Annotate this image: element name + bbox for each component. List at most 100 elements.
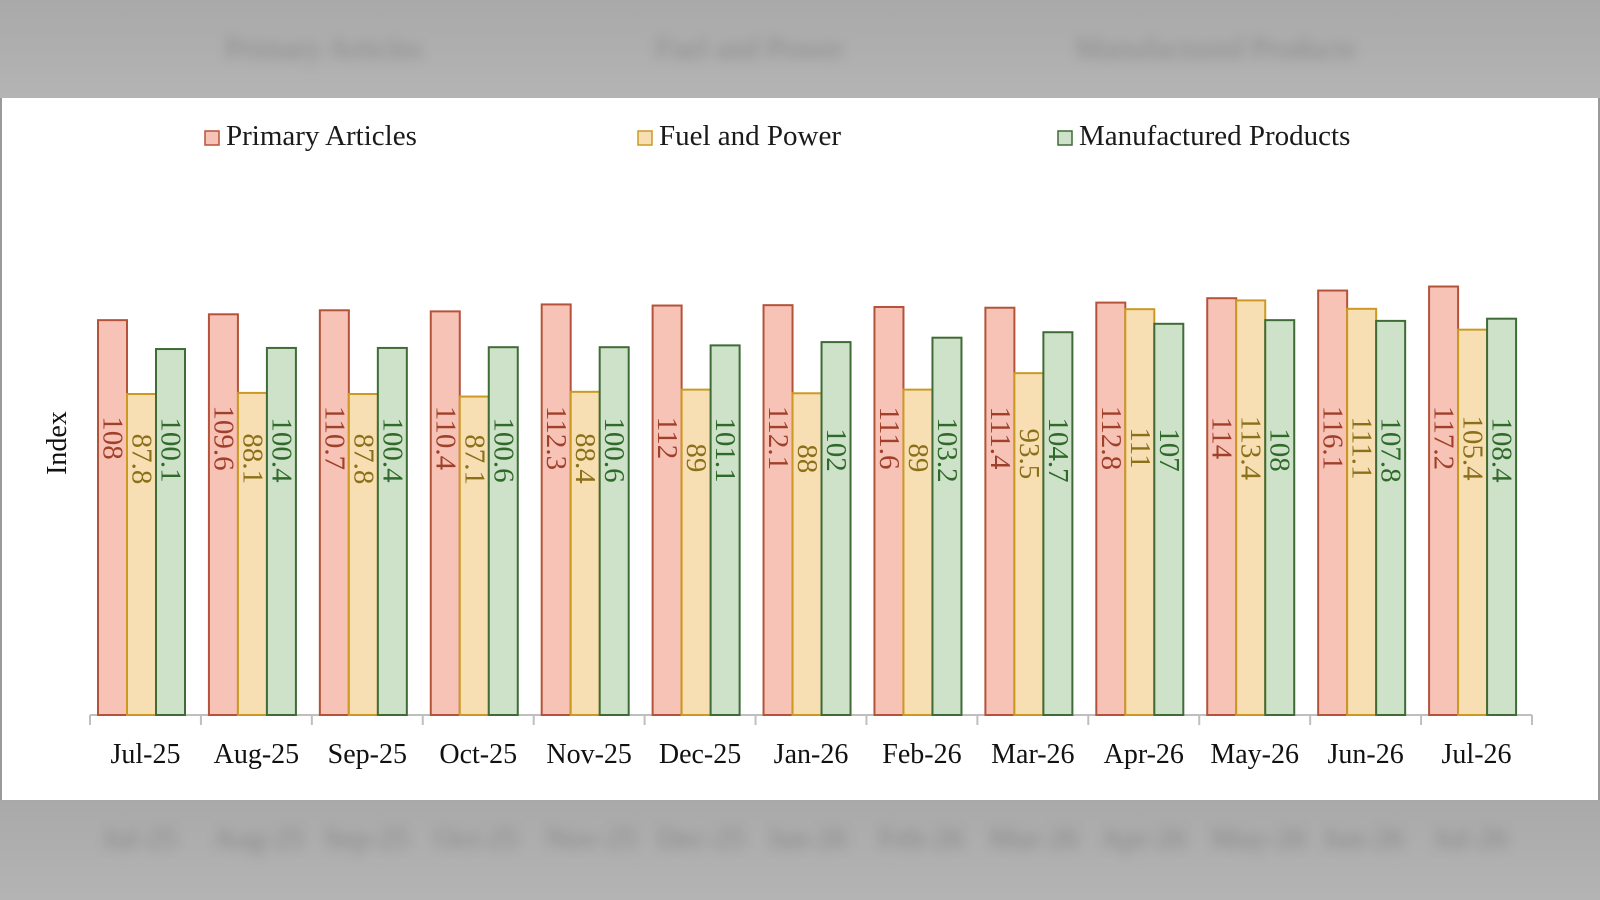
bar-manufactured-products-jul-26 bbox=[1486, 317, 1518, 716]
bar-fuel-and-power-jul-25 bbox=[126, 393, 157, 716]
data-label-manufactured-products-dec-25: 101.1 bbox=[709, 417, 741, 482]
x-tick-label: Feb-26 bbox=[882, 739, 961, 770]
bar-manufactured-products-dec-25 bbox=[709, 344, 741, 717]
data-label-fuel-and-power-apr-26: 111 bbox=[1124, 427, 1156, 468]
x-tick-label: Dec-25 bbox=[659, 739, 741, 770]
legend-swatch-primary-articles bbox=[204, 130, 220, 146]
bar-fuel-and-power-mar-26 bbox=[1013, 372, 1045, 716]
data-label-manufactured-products-may-26: 108 bbox=[1264, 428, 1296, 472]
bar-primary-articles-sep-25 bbox=[318, 309, 350, 717]
bar-manufactured-products-aug-25 bbox=[265, 346, 297, 717]
bar-primary-articles-jul-25 bbox=[97, 319, 128, 716]
bar-fuel-and-power-feb-26 bbox=[902, 388, 934, 716]
data-label-primary-articles-jul-25: 108 bbox=[97, 416, 129, 460]
bar-fuel-and-power-apr-26 bbox=[1124, 308, 1156, 717]
ghost-legend-label: Fuel and Power bbox=[655, 32, 844, 65]
data-label-primary-articles-oct-25: 110.4 bbox=[429, 406, 461, 471]
bar-fuel-and-power-nov-25 bbox=[569, 390, 601, 716]
data-label-fuel-and-power-jun-26: 111.1 bbox=[1346, 416, 1378, 479]
ghost-x-tick-label: Mar-26 bbox=[989, 822, 1079, 855]
data-label-manufactured-products-nov-25: 100.6 bbox=[598, 417, 630, 482]
bar-manufactured-products-sep-25 bbox=[376, 346, 408, 717]
bar-fuel-and-power-may-26 bbox=[1235, 299, 1267, 716]
ghost-x-tick-label: May-26 bbox=[1211, 822, 1307, 855]
data-label-primary-articles-nov-25: 112.3 bbox=[540, 406, 572, 470]
bar-chart: 10887.8100.1Jul-25109.688.1100.4Aug-2511… bbox=[42, 120, 1533, 770]
bar-primary-articles-oct-25 bbox=[429, 310, 461, 716]
ghost-x-tick-label: Oct-25 bbox=[434, 822, 519, 855]
ghost-x-tick-label: Aug-25 bbox=[212, 822, 305, 855]
data-label-fuel-and-power-jan-26: 88 bbox=[791, 444, 823, 473]
ghost-x-tick-label: Nov-25 bbox=[545, 822, 638, 855]
ghost-legend-label: Primary Articles bbox=[225, 32, 423, 65]
ghost-x-tick-label: Sep-25 bbox=[323, 822, 409, 855]
data-label-manufactured-products-jun-26: 107.8 bbox=[1375, 417, 1407, 482]
data-label-primary-articles-sep-25: 110.7 bbox=[318, 406, 350, 470]
bar-primary-articles-dec-25 bbox=[651, 304, 683, 716]
ghost-x-tick-label: Feb-26 bbox=[878, 822, 964, 855]
data-label-manufactured-products-jan-26: 102 bbox=[820, 428, 852, 472]
data-label-primary-articles-dec-25: 112 bbox=[651, 417, 683, 459]
ghost-x-tick-label: Jan-26 bbox=[767, 822, 848, 855]
ghost-x-tick-label: Apr-26 bbox=[1100, 822, 1187, 855]
legend-swatch-fuel-and-power bbox=[637, 130, 653, 146]
bar-primary-articles-nov-25 bbox=[540, 303, 572, 716]
data-label-fuel-and-power-feb-26: 89 bbox=[902, 443, 934, 472]
data-label-primary-articles-mar-26: 111.4 bbox=[984, 406, 1016, 470]
data-label-fuel-and-power-jul-25: 87.8 bbox=[126, 434, 158, 485]
data-label-fuel-and-power-nov-25: 88.4 bbox=[569, 433, 601, 484]
data-label-primary-articles-aug-25: 109.6 bbox=[207, 405, 239, 470]
bar-manufactured-products-nov-25 bbox=[598, 346, 630, 717]
x-tick-label: Aug-25 bbox=[214, 739, 300, 770]
ghost-x-tick-label: Jul-26 bbox=[1433, 822, 1509, 855]
bar-manufactured-products-oct-25 bbox=[487, 346, 519, 717]
data-label-fuel-and-power-may-26: 113.4 bbox=[1235, 416, 1267, 481]
data-label-manufactured-products-jul-25: 100.1 bbox=[155, 417, 187, 482]
bar-manufactured-products-jul-25 bbox=[155, 348, 186, 716]
ghost-x-tick-label: Jul-25 bbox=[102, 822, 177, 855]
bar-primary-articles-jan-26 bbox=[762, 304, 794, 716]
bar-primary-articles-apr-26 bbox=[1095, 301, 1127, 716]
bar-primary-articles-feb-26 bbox=[873, 305, 905, 717]
blurred-backdrop-top: Primary Articles Fuel and Power Manufactur… bbox=[0, 0, 1600, 98]
bar-fuel-and-power-sep-25 bbox=[347, 393, 379, 716]
data-label-fuel-and-power-jul-26: 105.4 bbox=[1457, 415, 1489, 481]
legend-label-primary-articles: Primary Articles bbox=[226, 120, 417, 152]
x-tick-label: Mar-26 bbox=[991, 739, 1074, 770]
x-tick-label: May-26 bbox=[1210, 739, 1299, 770]
data-label-manufactured-products-apr-26: 107 bbox=[1153, 428, 1185, 472]
bar-fuel-and-power-jun-26 bbox=[1346, 307, 1378, 717]
bar-manufactured-products-jun-26 bbox=[1375, 319, 1407, 716]
bar-primary-articles-aug-25 bbox=[207, 313, 239, 716]
data-label-manufactured-products-jul-26: 108.4 bbox=[1486, 417, 1518, 483]
bar-primary-articles-jul-26 bbox=[1428, 285, 1460, 716]
data-label-manufactured-products-oct-25: 100.6 bbox=[487, 417, 519, 482]
bar-manufactured-products-jan-26 bbox=[820, 341, 852, 716]
x-tick-label: Jul-26 bbox=[1442, 739, 1512, 770]
data-label-manufactured-products-aug-25: 100.4 bbox=[265, 417, 297, 483]
bar-manufactured-products-mar-26 bbox=[1042, 331, 1074, 716]
data-label-fuel-and-power-sep-25: 87.8 bbox=[347, 434, 379, 485]
legend-swatch-manufactured-products bbox=[1057, 130, 1073, 146]
chart-panel: 108 87.8 100.1 Jul-25 109.6 88.1 100.4 Aug-25 11… bbox=[2, 98, 1598, 800]
data-label-fuel-and-power-oct-25: 87.1 bbox=[458, 434, 490, 485]
bar-fuel-and-power-jan-26 bbox=[791, 392, 823, 716]
bar-manufactured-products-apr-26 bbox=[1153, 322, 1185, 716]
data-label-primary-articles-feb-26: 111.6 bbox=[873, 406, 905, 469]
ghost-x-tick-label: Jun-26 bbox=[1322, 822, 1404, 855]
legend-label-fuel-and-power: Fuel and Power bbox=[659, 120, 841, 152]
x-tick-label: Jun-26 bbox=[1327, 739, 1403, 770]
data-label-primary-articles-apr-26: 112.8 bbox=[1095, 406, 1127, 470]
blurred-backdrop-bottom: Jul-25 Aug-25 Sep-25 Oct-25 Nov-25 Dec-25 Jan-… bbox=[0, 800, 1600, 900]
data-label-fuel-and-power-dec-25: 89 bbox=[680, 443, 712, 472]
bar-fuel-and-power-jul-26 bbox=[1457, 328, 1489, 716]
x-tick-label: Oct-25 bbox=[439, 739, 517, 770]
x-tick-label: Sep-25 bbox=[328, 739, 407, 770]
bar-primary-articles-mar-26 bbox=[984, 306, 1016, 717]
bar-primary-articles-may-26 bbox=[1206, 297, 1238, 716]
ghost-x-tick-label: Dec-25 bbox=[656, 822, 745, 855]
ghost-legend-label: Manufactured Products bbox=[1075, 32, 1356, 65]
data-label-primary-articles-jul-26: 117.2 bbox=[1428, 406, 1460, 470]
data-label-fuel-and-power-aug-25: 88.1 bbox=[236, 433, 268, 484]
data-label-fuel-and-power-mar-26: 93.5 bbox=[1013, 428, 1045, 479]
